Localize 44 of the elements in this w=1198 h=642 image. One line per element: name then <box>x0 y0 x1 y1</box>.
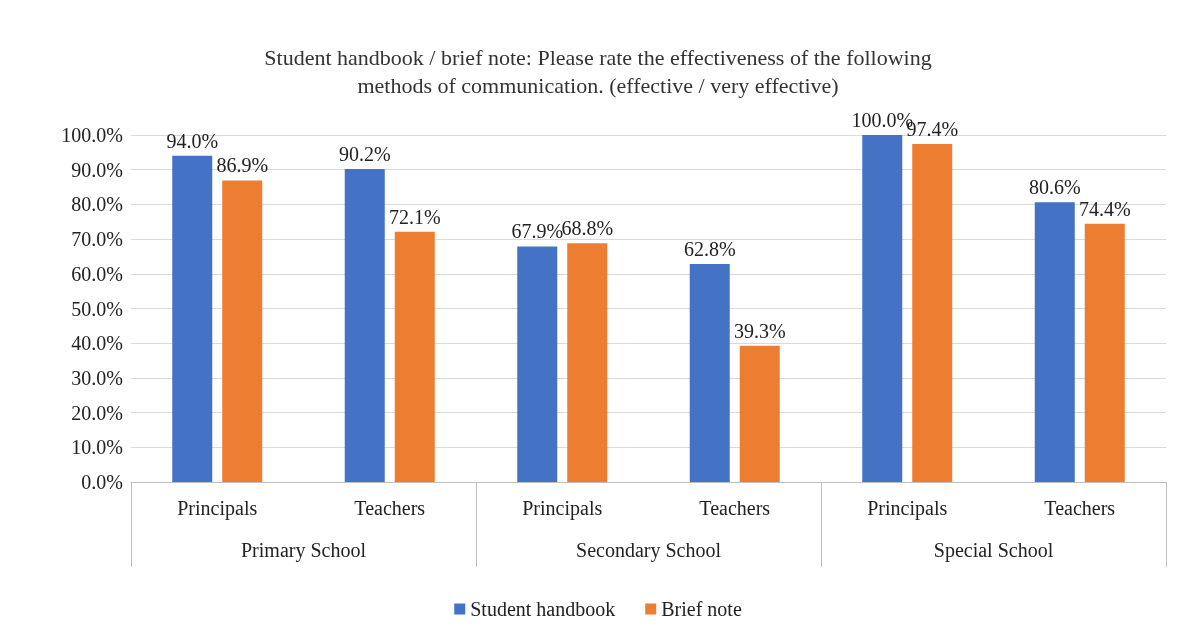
bar <box>1084 223 1125 482</box>
y-tick-label: 60.0% <box>71 262 123 285</box>
data-label: 72.1% <box>388 205 441 228</box>
data-label: 90.2% <box>338 143 391 166</box>
data-label: 80.6% <box>1028 176 1081 199</box>
y-tick-label: 10.0% <box>71 436 123 459</box>
bar <box>567 243 608 482</box>
bar <box>344 169 385 482</box>
y-tick-label: 50.0% <box>71 297 123 320</box>
legend-label: Brief note <box>661 598 742 620</box>
x-tick-label: Principals <box>177 497 258 520</box>
y-tick-label: 100.0% <box>61 124 123 146</box>
bar <box>394 231 435 482</box>
y-tick-label: 0.0% <box>81 471 123 493</box>
x-tick-label: Teachers <box>699 497 771 519</box>
x-tick-label: Principals <box>522 497 603 520</box>
bar <box>222 180 263 482</box>
data-label: 67.9% <box>511 220 564 243</box>
y-tick-label: 30.0% <box>71 366 123 389</box>
y-tick-label: 20.0% <box>71 401 123 424</box>
bar <box>172 155 213 482</box>
x-tick-label: Principals <box>867 497 948 520</box>
chart-title: Student handbook / brief note: Please rate the effectiveness of the following methods of communication. (effective / very effective) <box>264 44 932 98</box>
bar <box>862 135 903 482</box>
data-label: 39.3% <box>733 319 786 342</box>
bar <box>689 264 730 482</box>
text: Special School <box>933 539 1054 562</box>
bar <box>912 144 953 482</box>
bar <box>517 246 558 482</box>
y-tick-label: 90.0% <box>71 158 123 181</box>
x-tick-label: Teachers <box>354 497 426 519</box>
bar <box>739 345 780 482</box>
bar <box>1034 202 1075 482</box>
legend-label: Student handbook <box>470 598 616 620</box>
text: Secondary School <box>576 539 722 562</box>
y-tick-label: 40.0% <box>71 332 123 355</box>
data-label: 86.9% <box>216 154 269 177</box>
data-label: 74.4% <box>1078 197 1131 220</box>
data-label: 94.0% <box>166 129 219 152</box>
text: Primary School <box>241 539 367 562</box>
y-tick-label: 80.0% <box>71 193 123 216</box>
x-tick-label: Teachers <box>1044 497 1116 519</box>
data-label: 62.8% <box>683 238 736 261</box>
y-tick-label: 70.0% <box>71 228 123 251</box>
